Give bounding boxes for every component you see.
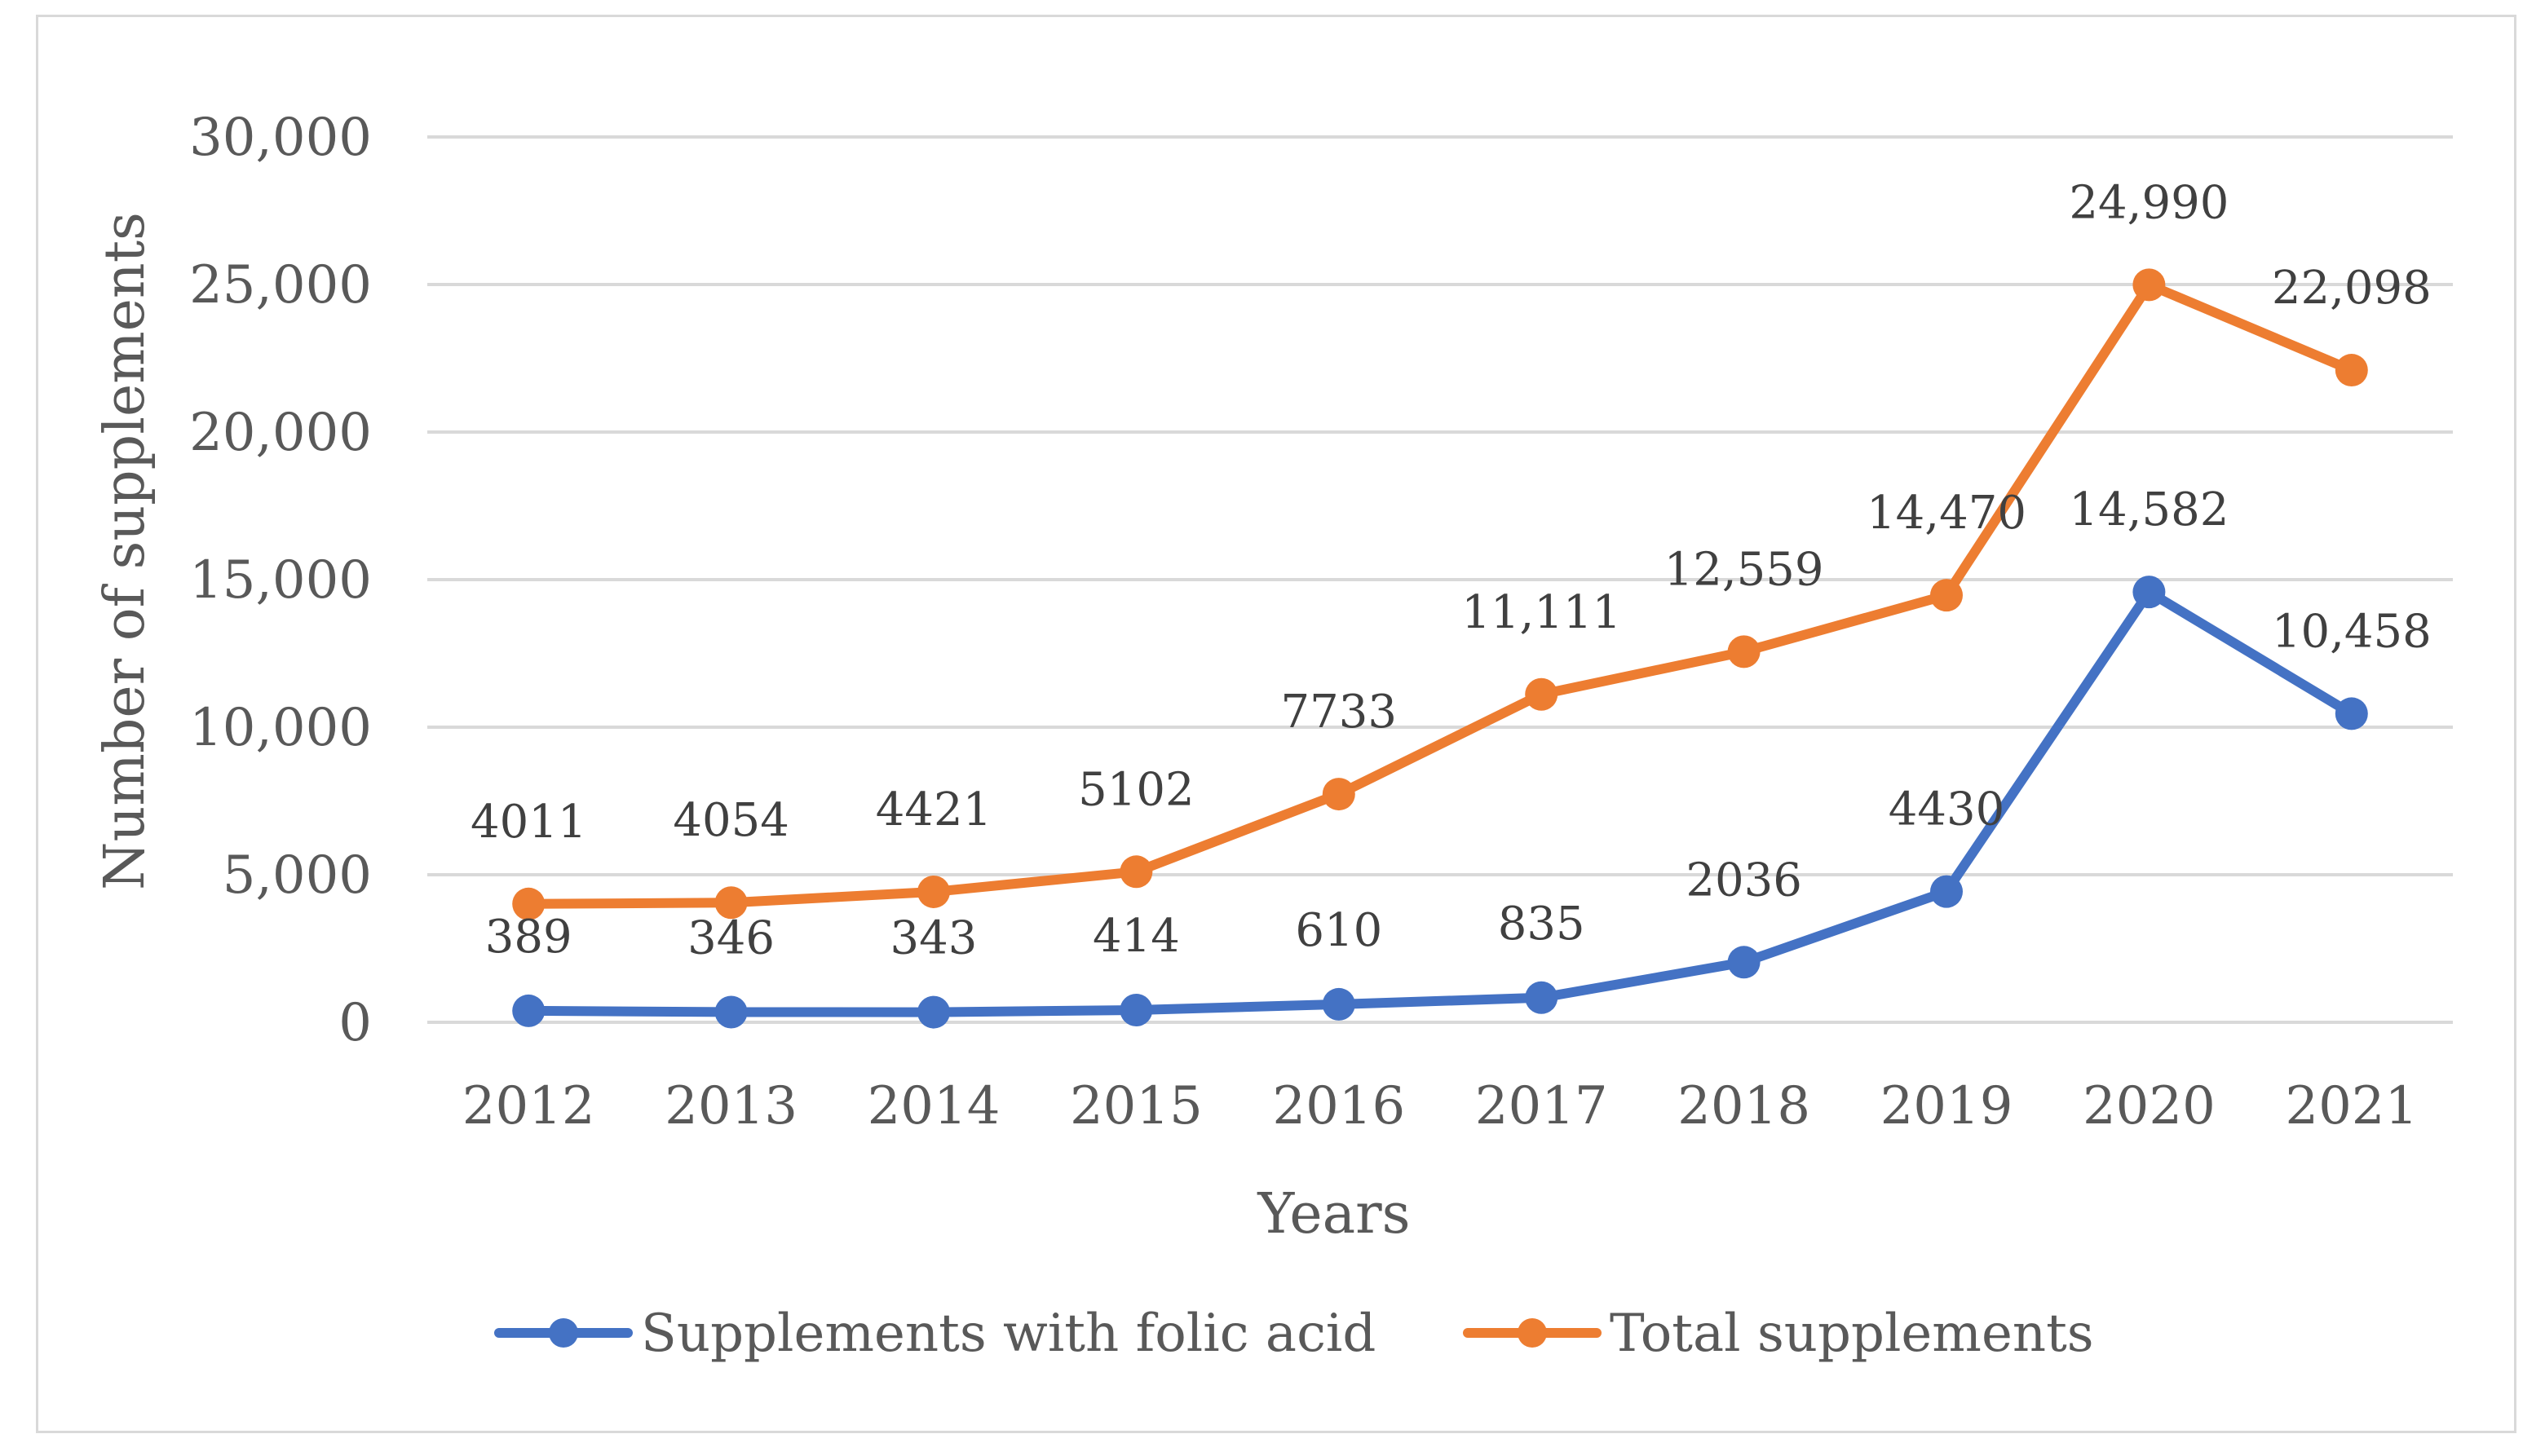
data-point-folic — [1727, 946, 1761, 979]
series-line-folic — [524, 587, 2357, 1017]
data-point-total — [512, 887, 546, 920]
data-point-total — [1120, 855, 1153, 889]
data-label-total: 12,559 — [1664, 543, 1824, 596]
data-point-folic — [2335, 697, 2368, 730]
data-label-folic: 346 — [687, 911, 775, 964]
data-label-total: 5102 — [1078, 763, 1195, 816]
x-tick-label: 2012 — [462, 1076, 595, 1136]
x-tick-label: 2018 — [1677, 1076, 1810, 1136]
data-label-folic: 10,458 — [2272, 605, 2432, 658]
legend: Supplements with folic acid Total supple… — [494, 1304, 2094, 1364]
data-label-folic: 2036 — [1686, 854, 1802, 907]
x-tick-label: 2019 — [1880, 1076, 2013, 1136]
legend-item-total[interactable]: Total supplements — [1463, 1304, 2094, 1364]
chart-frame — [36, 15, 2516, 1433]
data-point-total — [714, 886, 748, 920]
data-point-total — [1727, 635, 1761, 668]
data-label-total: 11,111 — [1461, 586, 1621, 639]
y-tick-label: 15,000 — [189, 550, 372, 611]
data-label-folic: 4430 — [1889, 783, 2005, 836]
x-tick-label: 2020 — [2083, 1076, 2216, 1136]
x-tick-label: 2015 — [1070, 1076, 1203, 1136]
gridlines — [427, 135, 2453, 1024]
data-label-total: 4421 — [876, 783, 992, 836]
data-label-total: 7733 — [1281, 686, 1398, 739]
legend-marker-total — [1518, 1318, 1547, 1348]
data-point-folic — [714, 995, 748, 1029]
x-tick-label: 2017 — [1475, 1076, 1608, 1136]
data-label-total: 24,990 — [2069, 176, 2229, 229]
data-label-folic: 343 — [890, 912, 978, 965]
data-point-folic — [1525, 981, 1558, 1014]
legend-item-folic[interactable]: Supplements with folic acid — [494, 1304, 1376, 1364]
series-line-total — [524, 280, 2357, 909]
y-axis-title: Number of supplements — [93, 212, 157, 890]
legend-marker-folic — [549, 1318, 578, 1348]
y-tick-label: 25,000 — [189, 255, 372, 315]
data-point-total — [1322, 778, 1355, 811]
data-label-folic: 610 — [1295, 904, 1382, 957]
x-axis-title: Years — [1257, 1182, 1410, 1246]
data-point-folic — [1322, 987, 1355, 1021]
y-tick-label: 0 — [338, 993, 372, 1053]
y-axis-ticks: 0 5,000 10,000 15,000 20,000 25,000 30,000 — [189, 108, 372, 1053]
data-label-folic: 389 — [485, 911, 572, 964]
data-point-folic — [917, 995, 950, 1029]
series-group — [512, 268, 2368, 1029]
data-point-folic — [512, 994, 546, 1027]
data-point-folic — [2132, 576, 2166, 609]
x-axis-ticks: 2012 2013 2014 2015 2016 2017 2018 2019 2020 2021 — [462, 1076, 2418, 1136]
y-tick-label: 5,000 — [223, 845, 372, 906]
data-label-folic: 414 — [1093, 910, 1180, 963]
legend-label-total: Total supplements — [1610, 1304, 2094, 1364]
y-tick-label: 30,000 — [189, 108, 372, 168]
data-label-total: 14,470 — [1867, 487, 2026, 540]
x-tick-label: 2021 — [2285, 1076, 2418, 1136]
x-tick-label: 2014 — [868, 1076, 1001, 1136]
x-tick-label: 2013 — [665, 1076, 798, 1136]
data-labels: 389 346 343 414 610 835 2036 4430 14,582 10,458 40… — [471, 176, 2432, 964]
data-label-total: 22,098 — [2272, 262, 2432, 315]
legend-label-folic: Supplements with folic acid — [641, 1304, 1376, 1364]
data-label-total: 4011 — [471, 796, 587, 849]
data-point-folic — [1120, 994, 1153, 1027]
data-label-folic: 14,582 — [2069, 483, 2229, 536]
data-point-total — [1930, 579, 1963, 612]
data-point-folic — [1930, 875, 1963, 908]
data-point-total — [2132, 268, 2166, 302]
data-point-total — [1525, 677, 1558, 711]
y-tick-label: 20,000 — [189, 403, 372, 463]
x-tick-label: 2016 — [1272, 1076, 1405, 1136]
y-tick-label: 10,000 — [189, 698, 372, 758]
data-point-total — [917, 875, 950, 908]
data-point-total — [2335, 354, 2368, 387]
data-label-total: 4054 — [673, 794, 789, 847]
data-label-folic: 835 — [1498, 898, 1585, 951]
